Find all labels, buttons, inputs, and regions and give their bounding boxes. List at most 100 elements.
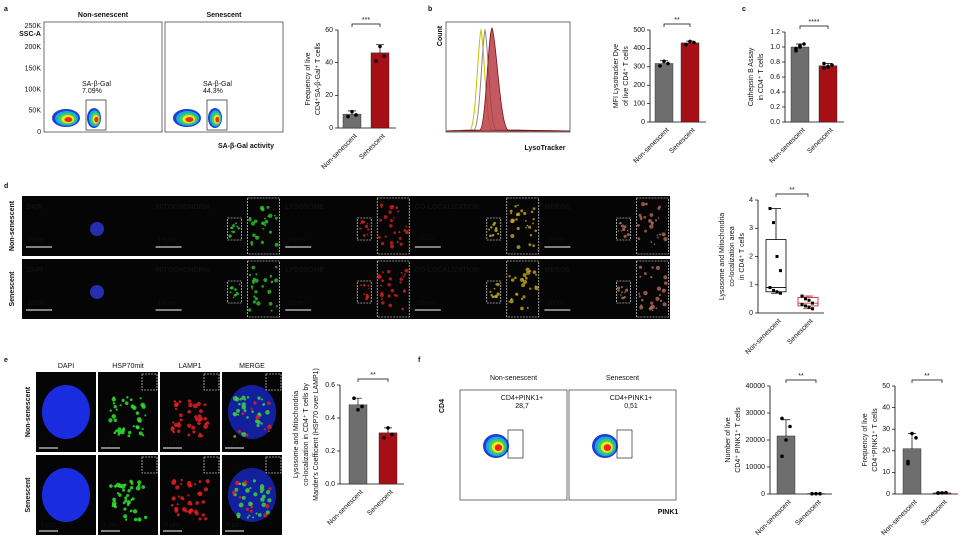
y-tick-label: 20000 [746,437,766,444]
signal-dot [655,265,660,270]
signal-dot [129,398,133,402]
gate [507,429,524,459]
signal-dot [132,509,138,514]
channel-label: CO-LOCALIZATION [415,267,479,274]
signal-dot [514,293,517,296]
signal-dot [621,296,624,300]
y-tick-label: 1 [749,282,753,289]
signal-dot [268,230,273,234]
y-tick-label: 0 [761,491,765,498]
signal-dot [379,203,384,207]
data-point [830,63,834,67]
signal-dot [359,227,362,230]
scale-label: 3 μm [226,439,242,446]
data-point [378,44,382,49]
signal-dot [234,397,240,402]
signal-dot [245,507,249,511]
signal-dot [229,291,232,294]
signal-dot [129,479,133,484]
zoom-box [636,197,669,255]
signal-dot [201,500,206,504]
signal-dot [253,219,258,224]
zoom-box [265,456,282,474]
micrograph-strip [22,259,670,319]
signal-dot [510,234,515,239]
signal-dot [650,221,654,226]
signal-dot [405,231,408,235]
signal-dot [246,516,249,519]
signal-dot [241,495,246,500]
signal-dot [137,418,142,423]
signal-dot [256,420,261,425]
signal-dot [638,213,642,217]
significance-label: ** [798,373,804,380]
signal-dot [111,414,117,419]
signal-dot [653,243,656,246]
density-contour [185,117,194,123]
signal-dot [251,410,254,413]
signal-dot [126,396,129,399]
data-point [775,290,779,294]
signal-dot [648,218,652,223]
data-point [804,297,807,301]
signal-dot [187,399,192,403]
signal-dot [489,290,492,293]
signal-dot [641,202,646,207]
signal-dot [268,301,273,306]
panel-letter: c [742,6,746,13]
signal-dot [253,295,256,298]
signal-dot [196,401,201,406]
x-tick-label: Senescent [366,489,394,517]
signal-dot [523,211,527,216]
signal-dot [637,237,641,240]
signal-dot [363,293,366,295]
signal-dot [261,494,266,499]
flow-tick-label: 200K [25,44,42,51]
y-axis-label: MFI Lysotracker Dye [613,44,620,108]
signal-dot [177,495,181,498]
signal-dot [140,402,145,408]
signal-dot [367,228,370,231]
signal-dot [638,265,643,269]
signal-dot [265,410,270,415]
signal-dot [250,285,254,289]
panel-letter: b [428,6,432,13]
signal-dot [244,398,247,401]
signal-dot [252,281,255,285]
y-tick-label: 0.2 [770,104,780,111]
flow-frame [459,389,568,501]
data-point [666,61,670,66]
scale-label: 3 μm [102,439,118,446]
y-axis-label: CD4⁺ PINK1⁺ T cells [735,407,742,473]
signal-dot [137,480,142,485]
signal-dot [181,507,187,512]
signal-dot [383,215,388,219]
signal-dot [121,428,125,432]
signal-dot [521,283,525,288]
signal-dot [274,216,278,220]
signal-dot [366,233,369,236]
signal-dot [643,215,647,219]
signal-dot [509,299,514,304]
signal-dot [515,213,519,217]
y-tick-label: 300 [633,64,645,71]
data-point [800,294,804,298]
signal-dot [368,287,370,289]
signal-dot [204,517,208,521]
signal-dot [491,296,494,299]
data-point [807,298,811,302]
signal-dot [641,298,644,302]
significance-bracket [911,379,943,383]
y-tick-label: 1.2 [770,29,780,36]
signal-dot [248,273,252,277]
signal-dot [617,230,620,232]
scale-label: 10μm [28,300,46,307]
nucleus [90,222,104,236]
x-tick-label: Non-senescent [632,127,670,165]
hist-x-label: LysoTracker [525,145,566,152]
y-tick-label: 0 [749,310,753,317]
zoom-box [376,197,410,255]
signal-dot [199,409,203,414]
signal-dot [268,213,273,218]
signal-dot [366,222,369,225]
